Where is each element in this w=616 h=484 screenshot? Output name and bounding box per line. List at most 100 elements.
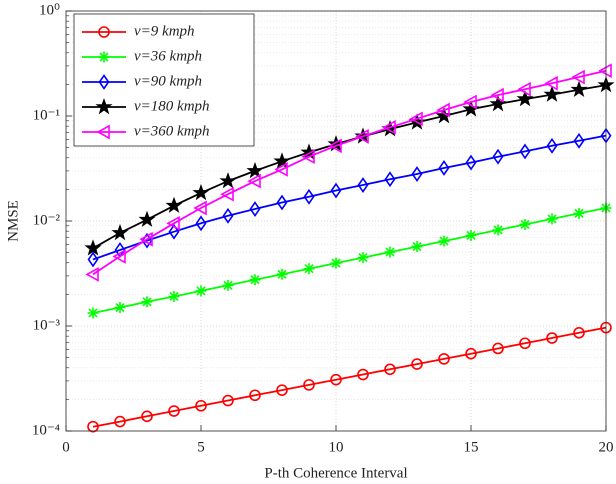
marker [463,94,477,110]
legend-label: v=360 kmph [134,123,210,139]
marker [544,75,558,91]
marker [246,161,264,179]
y-tick-label: 10⁰ [39,2,60,18]
marker [598,63,612,79]
marker [247,173,261,189]
marker [411,166,423,182]
marker [330,182,342,199]
marker [438,160,450,176]
marker [168,223,180,240]
legend-label: v=90 kmph [134,73,202,89]
marker [168,290,180,302]
marker [111,223,129,241]
marker [357,368,369,381]
marker [195,215,207,232]
marker [220,186,234,202]
y-tick-label: 10⁻³ [33,317,61,333]
marker [409,111,423,127]
x-tick-label: 0 [62,439,70,455]
marker [195,285,207,297]
legend-label: v=36 kmph [134,48,202,64]
marker [139,231,153,247]
x-tick-label: 5 [197,439,205,455]
marker [303,188,315,205]
plot [84,63,615,433]
marker [301,149,315,165]
marker [330,373,342,386]
marker [95,97,113,115]
x-tick-label: 15 [464,439,479,455]
legend-label: v=9 kmph [134,23,195,39]
marker [543,85,561,102]
marker [328,138,342,154]
marker [330,257,342,269]
marker [165,196,183,213]
marker [519,337,531,350]
marker [114,302,126,314]
marker [573,132,585,149]
marker [168,405,180,417]
marker [438,353,450,365]
marker [573,327,585,339]
marker [384,363,396,376]
marker [274,162,288,177]
marker [85,267,99,282]
marker [546,332,558,344]
marker [303,263,315,275]
y-tick-label: 10⁻² [33,212,61,228]
marker [141,410,153,423]
marker [411,241,423,253]
marker [303,379,315,391]
marker [84,239,102,256]
marker [87,420,99,433]
marker [492,342,504,355]
marker [98,26,110,38]
marker [570,80,588,98]
marker [222,394,234,407]
marker [492,148,504,165]
marker [384,246,396,258]
marker [222,207,234,224]
marker [193,200,207,216]
x-tick-label: 10 [329,439,344,455]
marker [571,69,585,85]
legend-label: v=180 kmph [134,98,210,114]
marker [222,279,234,291]
y-tick-label: 10⁻⁴ [32,422,60,438]
marker [96,124,110,140]
marker [195,399,207,412]
x-axis-label: P-th Coherence Interval [264,465,407,481]
marker [276,384,288,396]
y-axis-label: NMSE [5,200,21,242]
marker [114,415,126,428]
marker [516,90,534,107]
marker [112,249,126,264]
marker [141,296,153,308]
legend-box [73,13,255,147]
marker [276,268,288,280]
legend: v=9 kmph v=36 kmph v=90 kmph v=180 kmph v=36… [73,13,255,147]
marker [357,252,369,264]
marker [355,129,369,144]
marker [249,274,261,286]
marker [219,172,237,189]
marker [465,347,477,360]
marker [166,215,180,231]
marker [546,137,558,154]
marker [98,74,110,90]
marker [87,307,99,319]
marker [438,235,450,247]
marker [517,81,531,97]
marker [436,102,450,118]
marker [357,177,369,193]
marker [546,213,558,225]
marker [98,51,110,63]
series-line [92,207,607,314]
marker [382,119,396,135]
x-tick-label: 20 [599,439,614,455]
y-tick-label: 10⁻¹ [33,107,60,123]
marker [573,207,585,219]
marker [492,224,504,236]
axes-box [65,10,607,432]
